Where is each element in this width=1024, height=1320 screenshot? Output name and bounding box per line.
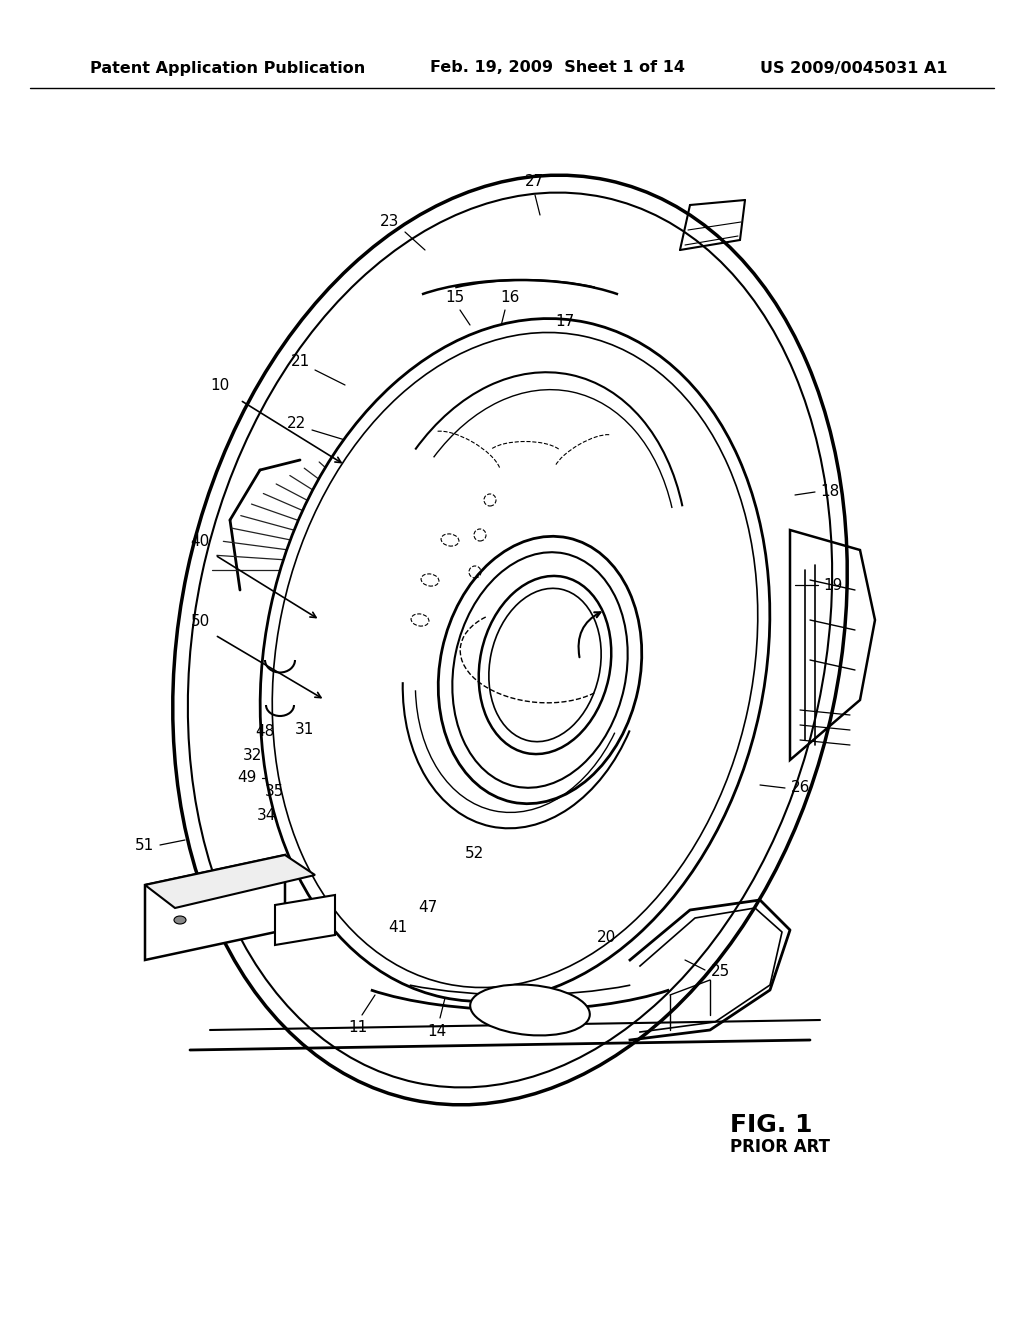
Text: 18: 18 <box>820 484 840 499</box>
Ellipse shape <box>187 193 833 1088</box>
Text: 16: 16 <box>501 290 520 305</box>
Text: 52: 52 <box>465 846 484 861</box>
Text: 51: 51 <box>135 837 155 853</box>
Ellipse shape <box>174 916 186 924</box>
Text: FIG. 1: FIG. 1 <box>730 1113 812 1137</box>
Text: 48: 48 <box>255 725 274 739</box>
Polygon shape <box>145 855 315 908</box>
Text: 34: 34 <box>257 808 276 822</box>
Text: 17: 17 <box>555 314 574 330</box>
Text: 21: 21 <box>291 355 309 370</box>
Text: 27: 27 <box>525 174 545 190</box>
Text: US 2009/0045031 A1: US 2009/0045031 A1 <box>760 61 947 75</box>
Text: 15: 15 <box>445 290 465 305</box>
Text: 32: 32 <box>243 747 262 763</box>
Text: 11: 11 <box>348 1020 368 1035</box>
Text: 31: 31 <box>295 722 314 738</box>
Text: 20: 20 <box>597 931 616 945</box>
Text: 35: 35 <box>265 784 285 800</box>
Text: 22: 22 <box>288 417 306 432</box>
Text: 49: 49 <box>238 771 257 785</box>
Text: 47: 47 <box>419 900 437 916</box>
Text: 41: 41 <box>388 920 408 936</box>
Text: 50: 50 <box>190 615 210 630</box>
Text: 19: 19 <box>823 578 843 593</box>
Ellipse shape <box>453 552 628 788</box>
Polygon shape <box>145 855 285 960</box>
Text: 25: 25 <box>711 965 730 979</box>
Ellipse shape <box>438 536 642 804</box>
Text: 45: 45 <box>315 917 335 932</box>
Ellipse shape <box>260 318 770 1002</box>
Polygon shape <box>275 895 335 945</box>
Ellipse shape <box>470 985 590 1035</box>
Text: 26: 26 <box>792 780 811 796</box>
Text: Patent Application Publication: Patent Application Publication <box>90 61 366 75</box>
Text: 10: 10 <box>210 378 229 392</box>
Text: 12: 12 <box>490 1015 510 1031</box>
Text: 40: 40 <box>190 535 210 549</box>
Text: 23: 23 <box>380 214 399 230</box>
Ellipse shape <box>479 576 611 754</box>
Text: Feb. 19, 2009  Sheet 1 of 14: Feb. 19, 2009 Sheet 1 of 14 <box>430 61 685 75</box>
Text: PRIOR ART: PRIOR ART <box>730 1138 830 1156</box>
Text: 14: 14 <box>427 1023 446 1039</box>
